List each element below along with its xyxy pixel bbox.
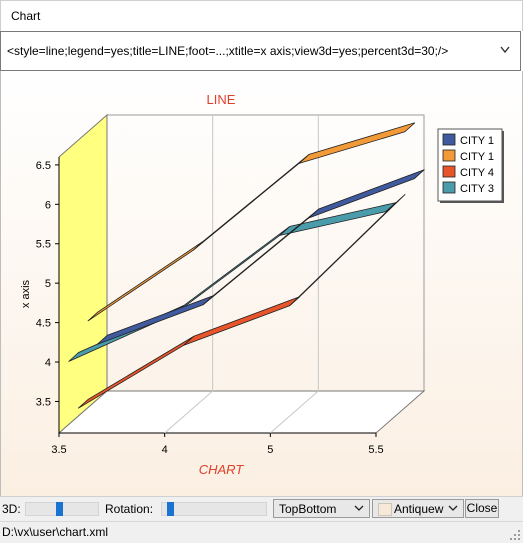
label-rotation: Rotation: <box>105 502 154 516</box>
label-3d: 3D: <box>2 502 21 516</box>
y-tick-label: 5.5 <box>36 239 51 251</box>
slider-3d[interactable] <box>25 502 99 516</box>
line-chart-3d: 3.5 4 4.5 5 5.5 6 6.5 3.5 4 5 5.5 LINE CHART x ax… <box>20 92 504 477</box>
x-tick-label: 5.5 <box>368 444 383 456</box>
legend-swatch <box>442 165 456 178</box>
y-tick-label: 5 <box>45 278 51 290</box>
chart-toolbar: 3D: Rotation: TopBottom Antiquew Close <box>0 496 523 521</box>
resize-grip-icon[interactable] <box>510 530 520 540</box>
series-segment <box>308 169 425 219</box>
series-line <box>77 193 406 409</box>
legend-swatch <box>442 149 456 162</box>
gradient-select[interactable]: TopBottom <box>273 499 370 518</box>
side-wall <box>58 113 108 435</box>
command-input[interactable]: <style=line;legend=yes;title=LINE;foot=.… <box>0 31 521 71</box>
slider-rotation[interactable] <box>161 502 267 516</box>
series-line <box>97 169 425 345</box>
gradient-select-value: TopBottom <box>279 502 337 516</box>
command-text: <style=line;legend=yes;title=LINE;foot=.… <box>7 44 449 58</box>
status-path: D:\vx\user\chart.xml <box>2 525 109 539</box>
y-tick-label: 3.5 <box>36 396 51 408</box>
series-line <box>87 122 416 322</box>
grid-line <box>270 390 319 434</box>
series-segment <box>298 122 416 164</box>
x-tick-label: 4 <box>162 444 168 456</box>
y-axis-label: x axis <box>20 279 32 308</box>
y-tick-label: 6.5 <box>36 160 51 172</box>
color-select[interactable]: Antiquew <box>372 499 464 518</box>
x-tick-label: 5 <box>267 444 273 456</box>
series-segment <box>289 193 406 307</box>
legend-label: CITY 1 <box>460 135 494 147</box>
status-bar: D:\vx\user\chart.xml <box>0 521 523 543</box>
y-tick-label: 4 <box>45 357 51 369</box>
color-swatch <box>378 503 392 516</box>
window-title: Chart <box>11 9 41 23</box>
floor <box>57 390 426 434</box>
legend: CITY 1 CITY 1 CITY 4 CITY 3 <box>437 128 504 203</box>
chevron-down-icon <box>448 505 458 511</box>
close-button[interactable]: Close <box>465 499 499 518</box>
grid-line <box>164 390 213 434</box>
y-tick-label: 6 <box>45 199 51 211</box>
color-select-value: Antiquew <box>394 502 444 516</box>
window-title-bar: Chart <box>0 0 523 31</box>
chart-area: 3.5 4 4.5 5 5.5 6 6.5 3.5 4 5 5.5 LINE CHART x ax… <box>0 71 523 496</box>
series-segment <box>202 208 320 306</box>
chart-footer: CHART <box>199 462 245 477</box>
series-line <box>68 201 398 362</box>
legend-swatch <box>442 181 456 194</box>
series-segment <box>193 154 310 251</box>
slider-3d-thumb[interactable] <box>56 502 63 516</box>
chart-title: LINE <box>207 92 236 107</box>
legend-label: CITY 1 <box>460 151 494 163</box>
legend-label: CITY 3 <box>460 183 494 195</box>
series-segment <box>173 226 291 315</box>
y-tick-label: 4.5 <box>36 318 51 330</box>
slider-rotation-thumb[interactable] <box>167 502 174 516</box>
x-tick-label: 3.5 <box>51 444 66 456</box>
legend-swatch <box>442 133 456 146</box>
chevron-down-icon <box>354 505 364 511</box>
chevron-down-icon[interactable] <box>498 40 512 60</box>
legend-label: CITY 4 <box>460 167 494 179</box>
